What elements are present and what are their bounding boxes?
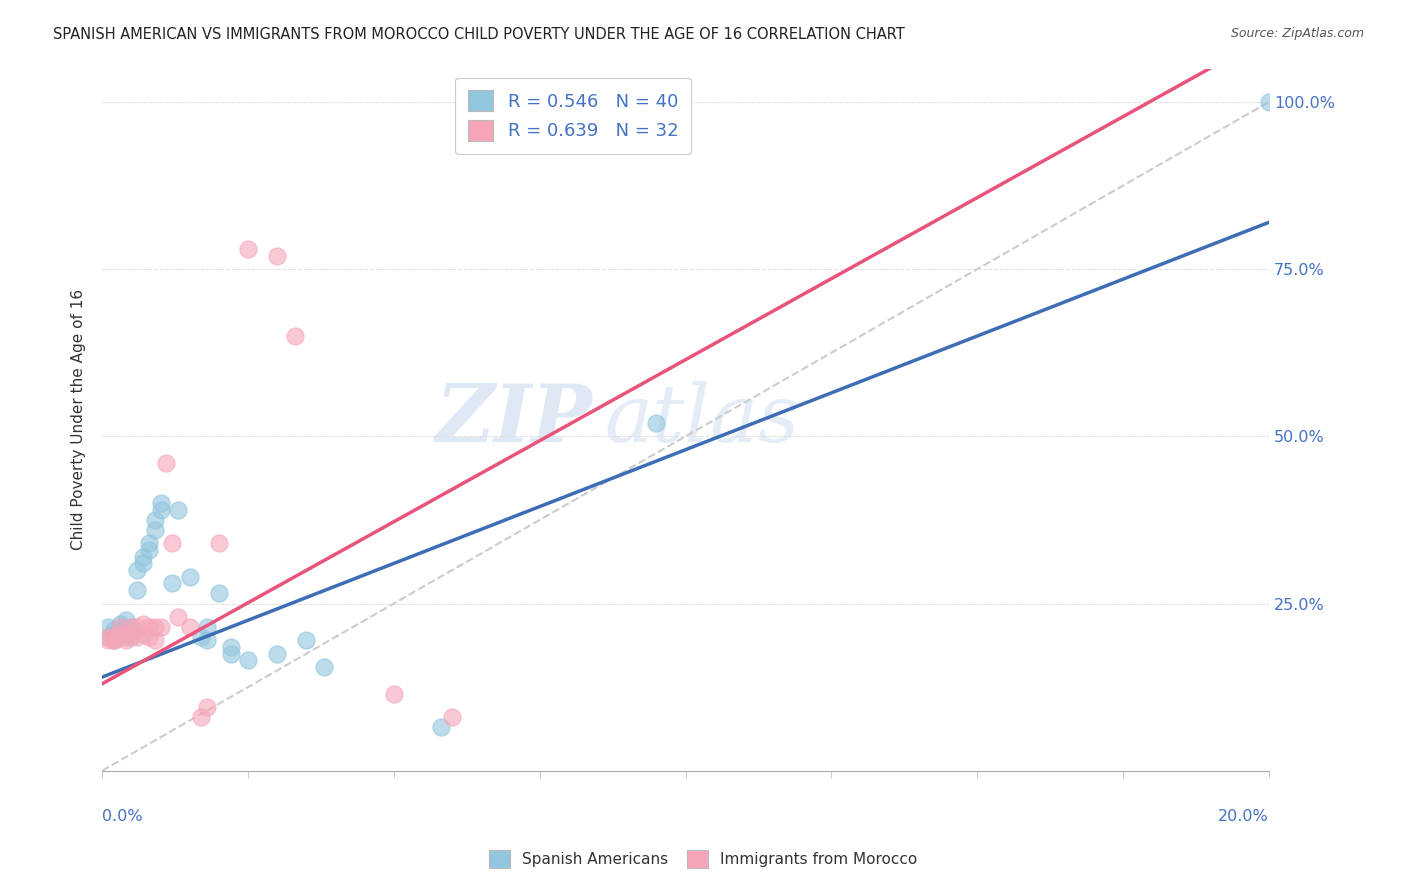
Point	[114, 624, 136, 638]
Point	[149, 620, 172, 634]
Point	[1257, 95, 1279, 109]
Point	[155, 456, 177, 470]
Point	[114, 630, 136, 644]
Point	[149, 503, 172, 517]
Point	[120, 626, 142, 640]
Point	[149, 496, 172, 510]
Point	[138, 620, 160, 634]
Point	[236, 653, 259, 667]
Point	[219, 640, 242, 654]
Point	[167, 610, 190, 624]
Point	[190, 710, 212, 724]
Point	[143, 620, 166, 634]
Point	[179, 570, 201, 584]
Point	[127, 620, 149, 634]
Point	[132, 557, 155, 571]
Point	[103, 633, 125, 648]
Text: ZIP: ZIP	[436, 381, 592, 458]
Point	[312, 660, 335, 674]
Point	[132, 549, 155, 564]
Point	[284, 329, 307, 343]
Point	[103, 626, 125, 640]
Point	[114, 613, 136, 627]
Point	[195, 700, 218, 714]
Point	[138, 543, 160, 558]
Point	[195, 620, 218, 634]
Point	[127, 563, 149, 577]
Point	[97, 633, 120, 648]
Point	[120, 620, 142, 634]
Point	[266, 249, 288, 263]
Point	[120, 630, 142, 644]
Point	[97, 630, 120, 644]
Point	[103, 633, 125, 648]
Point	[103, 630, 125, 644]
Point	[120, 620, 142, 634]
Point	[219, 647, 242, 661]
Point	[108, 624, 131, 638]
Point	[108, 616, 131, 631]
Point	[645, 416, 668, 430]
Point	[108, 620, 131, 634]
Point	[138, 536, 160, 550]
Point	[114, 633, 136, 648]
Point	[382, 687, 405, 701]
Point	[295, 633, 318, 648]
Point	[97, 620, 120, 634]
Text: 0.0%: 0.0%	[103, 809, 143, 824]
Point	[190, 630, 212, 644]
Point	[167, 503, 190, 517]
Point	[127, 583, 149, 598]
Point	[208, 536, 231, 550]
Text: atlas: atlas	[605, 381, 799, 458]
Point	[143, 523, 166, 537]
Text: SPANISH AMERICAN VS IMMIGRANTS FROM MOROCCO CHILD POVERTY UNDER THE AGE OF 16 CO: SPANISH AMERICAN VS IMMIGRANTS FROM MORO…	[53, 27, 905, 42]
Point	[236, 242, 259, 256]
Point	[179, 620, 201, 634]
Point	[160, 536, 183, 550]
Point	[120, 624, 142, 638]
Point	[160, 576, 183, 591]
Point	[429, 720, 451, 734]
Point	[108, 620, 131, 634]
Point	[266, 647, 288, 661]
Point	[132, 616, 155, 631]
Point	[108, 626, 131, 640]
Point	[132, 626, 155, 640]
Point	[143, 633, 166, 648]
Legend: R = 0.546   N = 40, R = 0.639   N = 32: R = 0.546 N = 40, R = 0.639 N = 32	[456, 78, 690, 153]
Point	[114, 630, 136, 644]
Point	[195, 633, 218, 648]
Text: 20.0%: 20.0%	[1218, 809, 1268, 824]
Point	[103, 633, 125, 648]
Point	[143, 513, 166, 527]
Legend: Spanish Americans, Immigrants from Morocco: Spanish Americans, Immigrants from Moroc…	[481, 843, 925, 875]
Point	[138, 630, 160, 644]
Text: Source: ZipAtlas.com: Source: ZipAtlas.com	[1230, 27, 1364, 40]
Point	[208, 586, 231, 600]
Y-axis label: Child Poverty Under the Age of 16: Child Poverty Under the Age of 16	[72, 289, 86, 550]
Point	[127, 630, 149, 644]
Point	[441, 710, 464, 724]
Point	[103, 624, 125, 638]
Point	[97, 630, 120, 644]
